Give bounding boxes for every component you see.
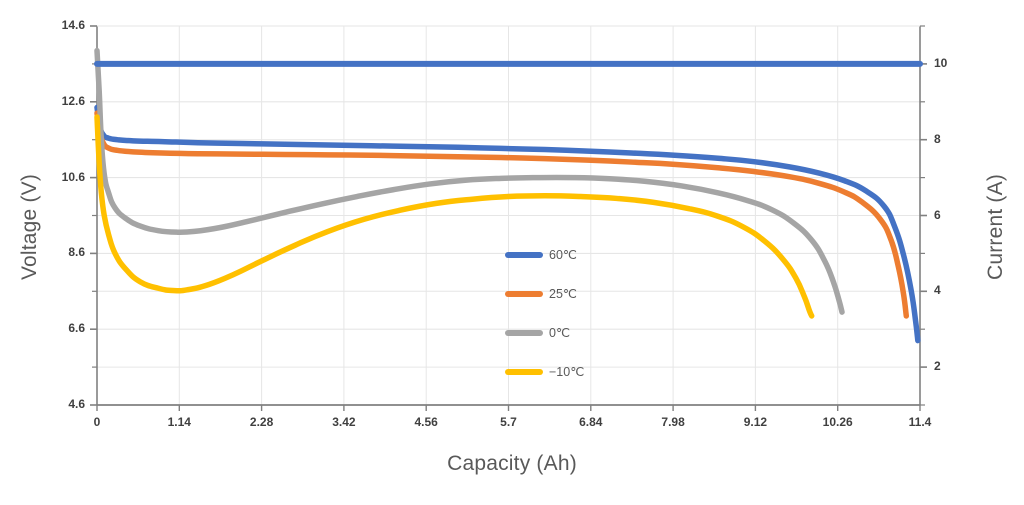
y-axis-left-tick-label: 8.6 [68, 245, 85, 260]
x-axis-tick-label: 7.98 [661, 415, 685, 429]
x-axis-tick-label: 9.12 [743, 415, 768, 429]
x-axis-tick-label: 4.56 [414, 415, 438, 429]
y-axis-right-tick-label: 2 [934, 359, 941, 374]
legend-label: −10℃ [549, 365, 585, 379]
x-axis-tick-label: 5.7 [500, 415, 517, 429]
y-axis-right-tick-label: 8 [934, 131, 941, 146]
y-axis-left-tick-label: 14.6 [61, 18, 85, 32]
legend-color-swatch [505, 251, 543, 258]
legend-item[interactable]: 25℃ [505, 286, 577, 301]
series-line [94, 47, 845, 315]
series-line [94, 104, 921, 344]
x-axis-title: Capacity (Ah) [447, 452, 577, 475]
legend-label: 25℃ [549, 287, 577, 301]
x-axis-tick-label: 3.42 [332, 415, 356, 429]
legend-color-swatch [505, 368, 543, 375]
x-axis-tick-label: 1.14 [167, 415, 191, 429]
x-axis-tick-label: 11.4 [908, 415, 932, 429]
legend-item[interactable]: 60℃ [505, 247, 577, 262]
legend-label: 60℃ [549, 248, 577, 262]
series-line [94, 114, 815, 319]
y-axis-right-tick-label: 4 [934, 283, 941, 298]
legend-color-swatch [505, 329, 543, 336]
legend-item[interactable]: −10℃ [505, 364, 584, 379]
x-axis-tick-label: 0 [93, 415, 101, 429]
x-axis-tick-label: 10.26 [822, 415, 853, 429]
x-axis-tick-label: 2.28 [249, 415, 274, 429]
y-axis-left-tick-label: 6.6 [68, 321, 85, 336]
y-axis-right-tick-label: 10 [934, 55, 948, 70]
y-axis-right-tick-label: 6 [934, 207, 941, 222]
y-axis-left-tick-label: 10.6 [61, 169, 85, 184]
y-axis-left-tick-label: 12.6 [61, 93, 85, 108]
legend-item[interactable]: 0℃ [505, 325, 570, 340]
series-line [94, 110, 910, 319]
legend-label: 0℃ [549, 326, 570, 340]
x-axis-tick-label: 6.84 [579, 415, 603, 429]
y-axis-left-tick-label: 4.6 [68, 397, 85, 411]
legend-color-swatch [505, 290, 543, 297]
